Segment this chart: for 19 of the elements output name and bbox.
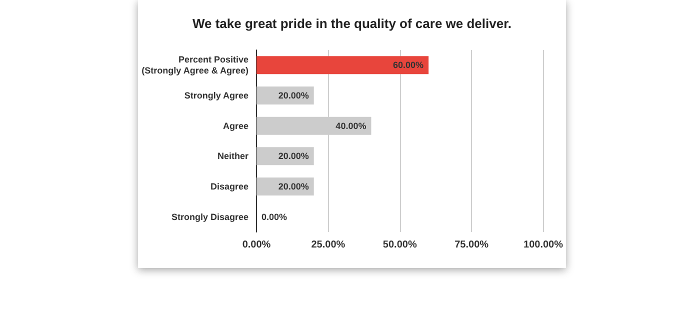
x-tick-label: 50.00% bbox=[382, 240, 417, 250]
y-tick-label: Neither bbox=[218, 151, 250, 162]
x-tick-label: 75.00% bbox=[454, 240, 489, 250]
data-label: 20.00% bbox=[278, 151, 309, 162]
y-tick-label: Disagree bbox=[210, 182, 249, 192]
x-tick-label: 0.00% bbox=[242, 240, 271, 250]
y-tick-label: Agree bbox=[223, 120, 249, 131]
data-label: 20.00% bbox=[278, 182, 309, 192]
x-tick-label: 100.00% bbox=[524, 240, 564, 250]
data-label: 40.00% bbox=[336, 120, 366, 131]
data-label: 0.00% bbox=[262, 212, 288, 222]
data-label: 60.00% bbox=[393, 60, 424, 70]
y-tick-label: Strongly Agree bbox=[184, 90, 249, 100]
y-tick-label: Strongly Disagree bbox=[171, 212, 249, 222]
y-tick-label: Percent Positive (Strongly Agree & Agree) bbox=[142, 54, 249, 76]
x-tick-label: 25.00% bbox=[311, 240, 346, 250]
data-label: 20.00% bbox=[278, 90, 309, 100]
chart-title: We take great pride in the quality of care we deliver. bbox=[192, 16, 512, 31]
bar bbox=[256, 56, 429, 74]
